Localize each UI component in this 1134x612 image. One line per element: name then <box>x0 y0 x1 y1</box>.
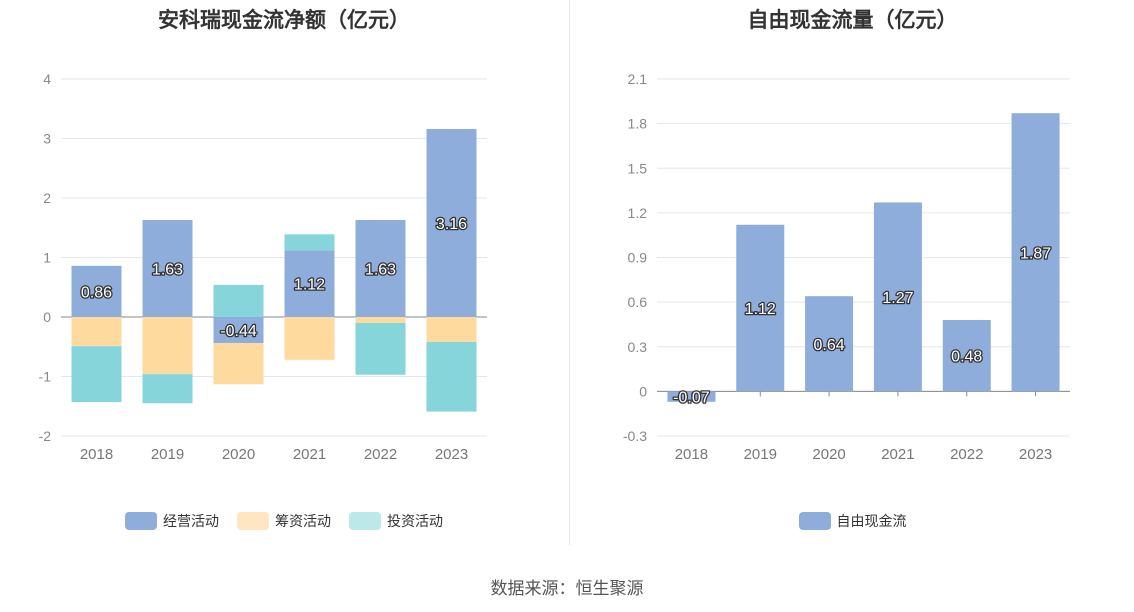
legend-label: 自由现金流 <box>836 513 907 529</box>
y-tick-label: 1.8 <box>628 116 648 132</box>
x-tick-label: 2022 <box>364 446 397 463</box>
bar <box>1011 113 1060 392</box>
x-tick-label: 2019 <box>151 446 184 463</box>
data-label: 0.86 <box>81 284 112 301</box>
bar <box>805 296 854 392</box>
data-label: 1.27 <box>882 290 913 307</box>
net-cashflow-chart-panel: 安科瑞现金流净额（亿元） 4 3 2 1 0 -1 -2 2018 2019 2020 2021 20… <box>0 0 568 545</box>
x-tick-label: 2019 <box>744 446 777 463</box>
bar <box>426 128 477 317</box>
y-tick-label: -2 <box>39 428 52 444</box>
y-tick-label: 2 <box>43 190 51 206</box>
data-label: 0.64 <box>814 337 845 354</box>
y-tick-label: 0 <box>43 309 51 325</box>
data-source-footer: 数据来源：恒生聚源 <box>490 579 644 598</box>
bar <box>142 374 193 404</box>
bar <box>142 220 193 317</box>
y-tick-label: 0.3 <box>628 339 648 355</box>
legend-label: 投资活动 <box>387 513 443 529</box>
legend-swatch <box>125 512 157 530</box>
legend-item-financing[interactable]: 筹资活动 <box>237 511 331 531</box>
bar <box>71 265 122 317</box>
bar <box>667 391 716 402</box>
y-tick-label: 0.6 <box>628 294 648 310</box>
y-tick-label: -0.3 <box>623 428 647 444</box>
legend-label: 筹资活动 <box>275 513 331 529</box>
y-tick-label: 0 <box>639 383 647 399</box>
free-cashflow-chart-panel: 自由现金流量（亿元） 2.1 1.8 1.5 1.2 0.9 0.6 0.3 0 -0.3 201… <box>571 0 1134 545</box>
legend-item-investing[interactable]: 投资活动 <box>349 511 443 531</box>
chart-title: 安科瑞现金流净额（亿元） <box>158 9 410 32</box>
data-label: -0.44 <box>220 323 257 340</box>
data-label: -0.07 <box>673 390 710 407</box>
panel-divider <box>569 0 570 545</box>
bar <box>71 317 122 347</box>
bar <box>284 317 335 360</box>
bar <box>142 317 193 375</box>
bar <box>284 234 335 251</box>
y-tick-label: 0.9 <box>628 250 648 266</box>
legend-swatch <box>349 512 381 530</box>
x-tick-label: 2020 <box>222 446 255 463</box>
free-cashflow-chart: 2.1 1.8 1.5 1.2 0.9 0.6 0.3 0 -0.3 2018 2019 2020 20… <box>623 71 1070 463</box>
data-label: 1.87 <box>1020 245 1051 262</box>
x-tick-label: 2018 <box>675 446 708 463</box>
x-tick-label: 2021 <box>881 446 914 463</box>
data-label: 3.16 <box>436 216 467 233</box>
bar <box>71 346 122 403</box>
bar <box>873 202 922 392</box>
y-tick-label: 3 <box>43 131 51 147</box>
bar <box>213 284 264 317</box>
legend: 自由现金流 <box>571 511 1134 531</box>
y-tick-label: 1 <box>43 250 51 266</box>
y-tick-label: -1 <box>39 369 52 385</box>
legend-swatch <box>798 512 831 530</box>
legend: 经营活动 筹资活动 投资活动 <box>0 511 568 531</box>
x-tick-label: 2020 <box>812 446 845 463</box>
bar <box>426 317 477 342</box>
bar <box>942 319 991 392</box>
bar <box>355 317 406 323</box>
bar <box>736 224 785 392</box>
bar <box>355 322 406 375</box>
net-cashflow-chart: 4 3 2 1 0 -1 -2 2018 2019 2020 2021 2022 2023 0.86 1.6… <box>39 71 487 463</box>
y-tick-label: 4 <box>43 71 51 87</box>
legend-swatch <box>237 512 269 530</box>
x-tick-label: 2021 <box>293 446 326 463</box>
legend-item-free-cashflow[interactable]: 自由现金流 <box>798 511 907 531</box>
data-label: 0.48 <box>951 349 982 366</box>
bar <box>213 343 264 385</box>
bar <box>355 220 406 317</box>
legend-label: 经营活动 <box>163 513 219 529</box>
y-tick-label: 2.1 <box>628 71 648 87</box>
data-label: 1.63 <box>152 262 183 279</box>
data-label: 1.12 <box>294 277 325 294</box>
chart-title: 自由现金流量（亿元） <box>747 9 958 32</box>
bar <box>284 250 335 317</box>
data-label: 1.12 <box>745 301 776 318</box>
legend-item-operating[interactable]: 经营活动 <box>125 511 219 531</box>
y-tick-label: 1.2 <box>628 205 648 221</box>
x-tick-label: 2023 <box>435 446 468 463</box>
bar <box>213 317 264 344</box>
data-label: 1.63 <box>365 262 396 279</box>
y-tick-label: 1.5 <box>628 160 648 176</box>
x-tick-label: 2023 <box>1019 446 1052 463</box>
x-tick-label: 2018 <box>80 446 113 463</box>
bar <box>426 341 477 412</box>
x-tick-label: 2022 <box>950 446 983 463</box>
